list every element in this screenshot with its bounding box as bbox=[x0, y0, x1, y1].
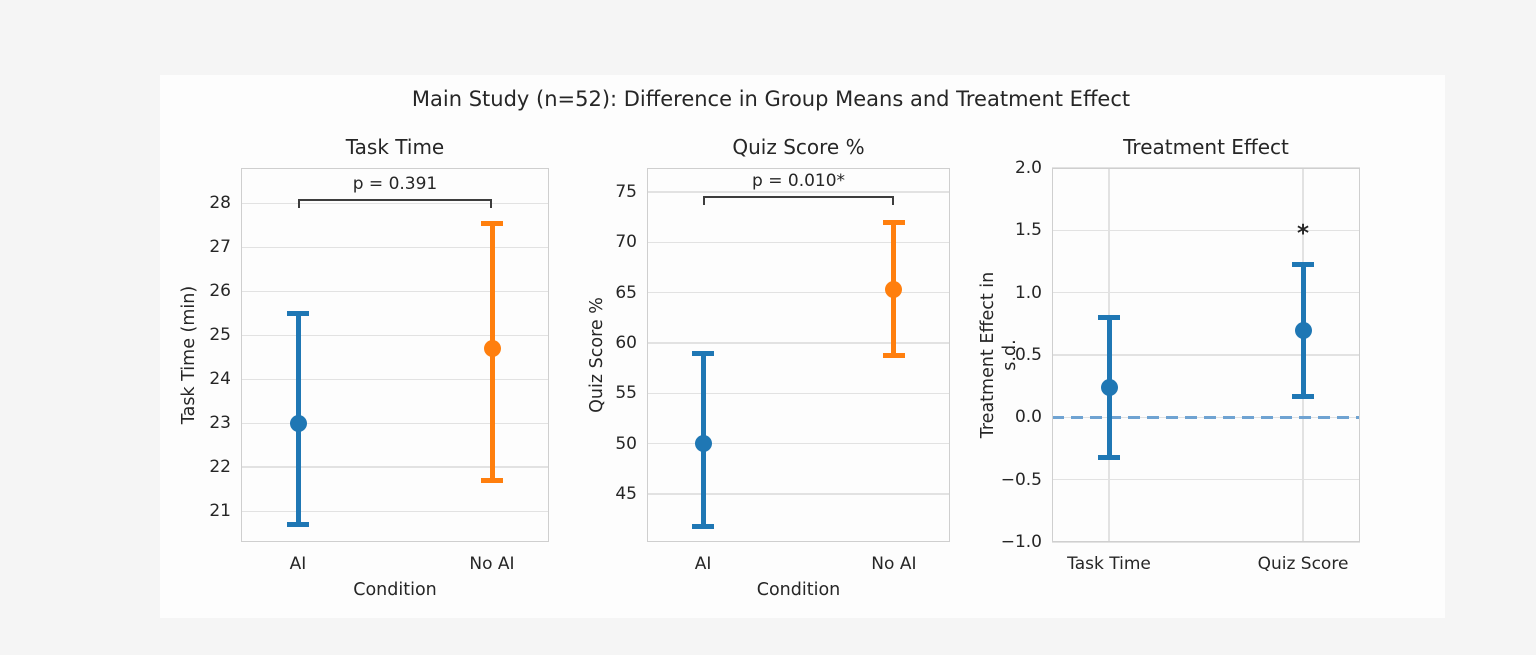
y-gridline bbox=[1052, 478, 1360, 481]
y-tick-label: 22 bbox=[209, 457, 231, 478]
x-tick-label: AI bbox=[694, 554, 712, 574]
y-tick-label: −1.0 bbox=[1000, 532, 1042, 552]
error-bar-cap-bottom bbox=[287, 521, 309, 527]
x-tick-label: No AI bbox=[871, 554, 917, 574]
y-gridline bbox=[647, 442, 950, 445]
panel-title: Quiz Score % bbox=[732, 135, 865, 159]
y-tick-label: 55 bbox=[615, 383, 637, 404]
point-marker bbox=[1294, 321, 1312, 339]
y-gridline bbox=[241, 290, 549, 292]
y-gridline bbox=[241, 246, 549, 248]
x-tick-label: Quiz Score bbox=[1257, 554, 1349, 574]
y-tick-label: 70 bbox=[615, 232, 637, 253]
y-gridline bbox=[647, 342, 950, 344]
y-gridline bbox=[241, 378, 549, 380]
y-tick-label: 25 bbox=[209, 325, 231, 346]
y-gridline bbox=[647, 191, 950, 193]
x-tick-label: Task Time bbox=[1067, 554, 1151, 574]
error-bar-cap-bottom bbox=[481, 477, 503, 483]
error-bar-cap-bottom bbox=[692, 524, 715, 530]
p-value-label: p = 0.391 bbox=[352, 173, 438, 194]
y-tick-label: 60 bbox=[615, 332, 637, 353]
error-bar-cap-bottom bbox=[882, 352, 905, 358]
y-gridline bbox=[647, 241, 950, 244]
y-tick-label: 27 bbox=[209, 237, 231, 258]
y-gridline bbox=[647, 291, 950, 294]
y-gridline bbox=[241, 202, 549, 204]
y-gridline bbox=[241, 334, 549, 336]
significance-bracket bbox=[703, 196, 894, 206]
y-tick-label: 21 bbox=[209, 501, 231, 522]
panel-title: Treatment Effect bbox=[1123, 135, 1289, 159]
y-tick-label: 24 bbox=[209, 369, 231, 390]
error-bar-cap-top bbox=[481, 220, 503, 226]
error-bar-cap-top bbox=[1098, 315, 1120, 321]
x-axis-label: Condition bbox=[353, 580, 437, 600]
y-tick-label: 1.5 bbox=[1014, 220, 1042, 241]
y-tick-label: 1.0 bbox=[1014, 282, 1042, 303]
y-axis-label: Quiz Score % bbox=[587, 297, 607, 413]
y-gridline bbox=[647, 392, 950, 394]
error-bar-cap-top bbox=[287, 310, 309, 316]
significance-star: * bbox=[1296, 221, 1310, 248]
y-tick-label: 75 bbox=[615, 182, 637, 203]
y-gridline bbox=[1052, 229, 1360, 232]
y-axis-label: Treatment Effect in s.d. bbox=[978, 271, 1020, 439]
error-bar-cap-bottom bbox=[1098, 454, 1120, 460]
error-bar-cap-top bbox=[692, 350, 715, 356]
x-tick-label: No AI bbox=[469, 554, 515, 574]
point-marker bbox=[694, 435, 712, 452]
error-bar-cap-bottom bbox=[1292, 393, 1314, 399]
y-tick-label: 0.5 bbox=[1014, 345, 1042, 365]
y-gridline bbox=[1052, 541, 1360, 543]
panel-title: Task Time bbox=[345, 135, 445, 159]
y-gridline bbox=[1052, 354, 1360, 356]
y-tick-label: 50 bbox=[615, 433, 637, 454]
figure-title: Main Study (n=52): Difference in Group M… bbox=[411, 87, 1131, 111]
x-tick-label: AI bbox=[289, 554, 307, 574]
y-tick-label: 28 bbox=[209, 193, 231, 214]
y-gridline bbox=[647, 493, 950, 495]
y-tick-label: 65 bbox=[615, 282, 637, 303]
y-gridline bbox=[1052, 291, 1360, 294]
error-bar-cap-top bbox=[882, 219, 905, 225]
y-tick-label: 45 bbox=[615, 483, 637, 504]
point-marker bbox=[885, 281, 903, 299]
error-bar-cap-top bbox=[1292, 261, 1314, 267]
zero-reference-line bbox=[1052, 415, 1360, 420]
y-gridline bbox=[241, 466, 549, 468]
significance-bracket bbox=[298, 198, 492, 208]
y-tick-label: 0.0 bbox=[1014, 407, 1042, 428]
y-gridline bbox=[241, 422, 549, 424]
y-tick-label: 26 bbox=[209, 281, 231, 302]
y-axis-label: Task Time (min) bbox=[179, 285, 199, 425]
y-tick-label: 23 bbox=[209, 413, 231, 434]
point-marker bbox=[289, 414, 307, 432]
x-axis-label: Condition bbox=[756, 580, 841, 600]
y-tick-label: −0.5 bbox=[1000, 469, 1042, 490]
point-marker bbox=[483, 339, 501, 357]
point-marker bbox=[1100, 378, 1118, 396]
y-gridline bbox=[1052, 167, 1360, 169]
p-value-label: p = 0.010* bbox=[752, 171, 846, 192]
y-tick-label: 2.0 bbox=[1014, 158, 1042, 178]
y-gridline bbox=[241, 510, 549, 512]
